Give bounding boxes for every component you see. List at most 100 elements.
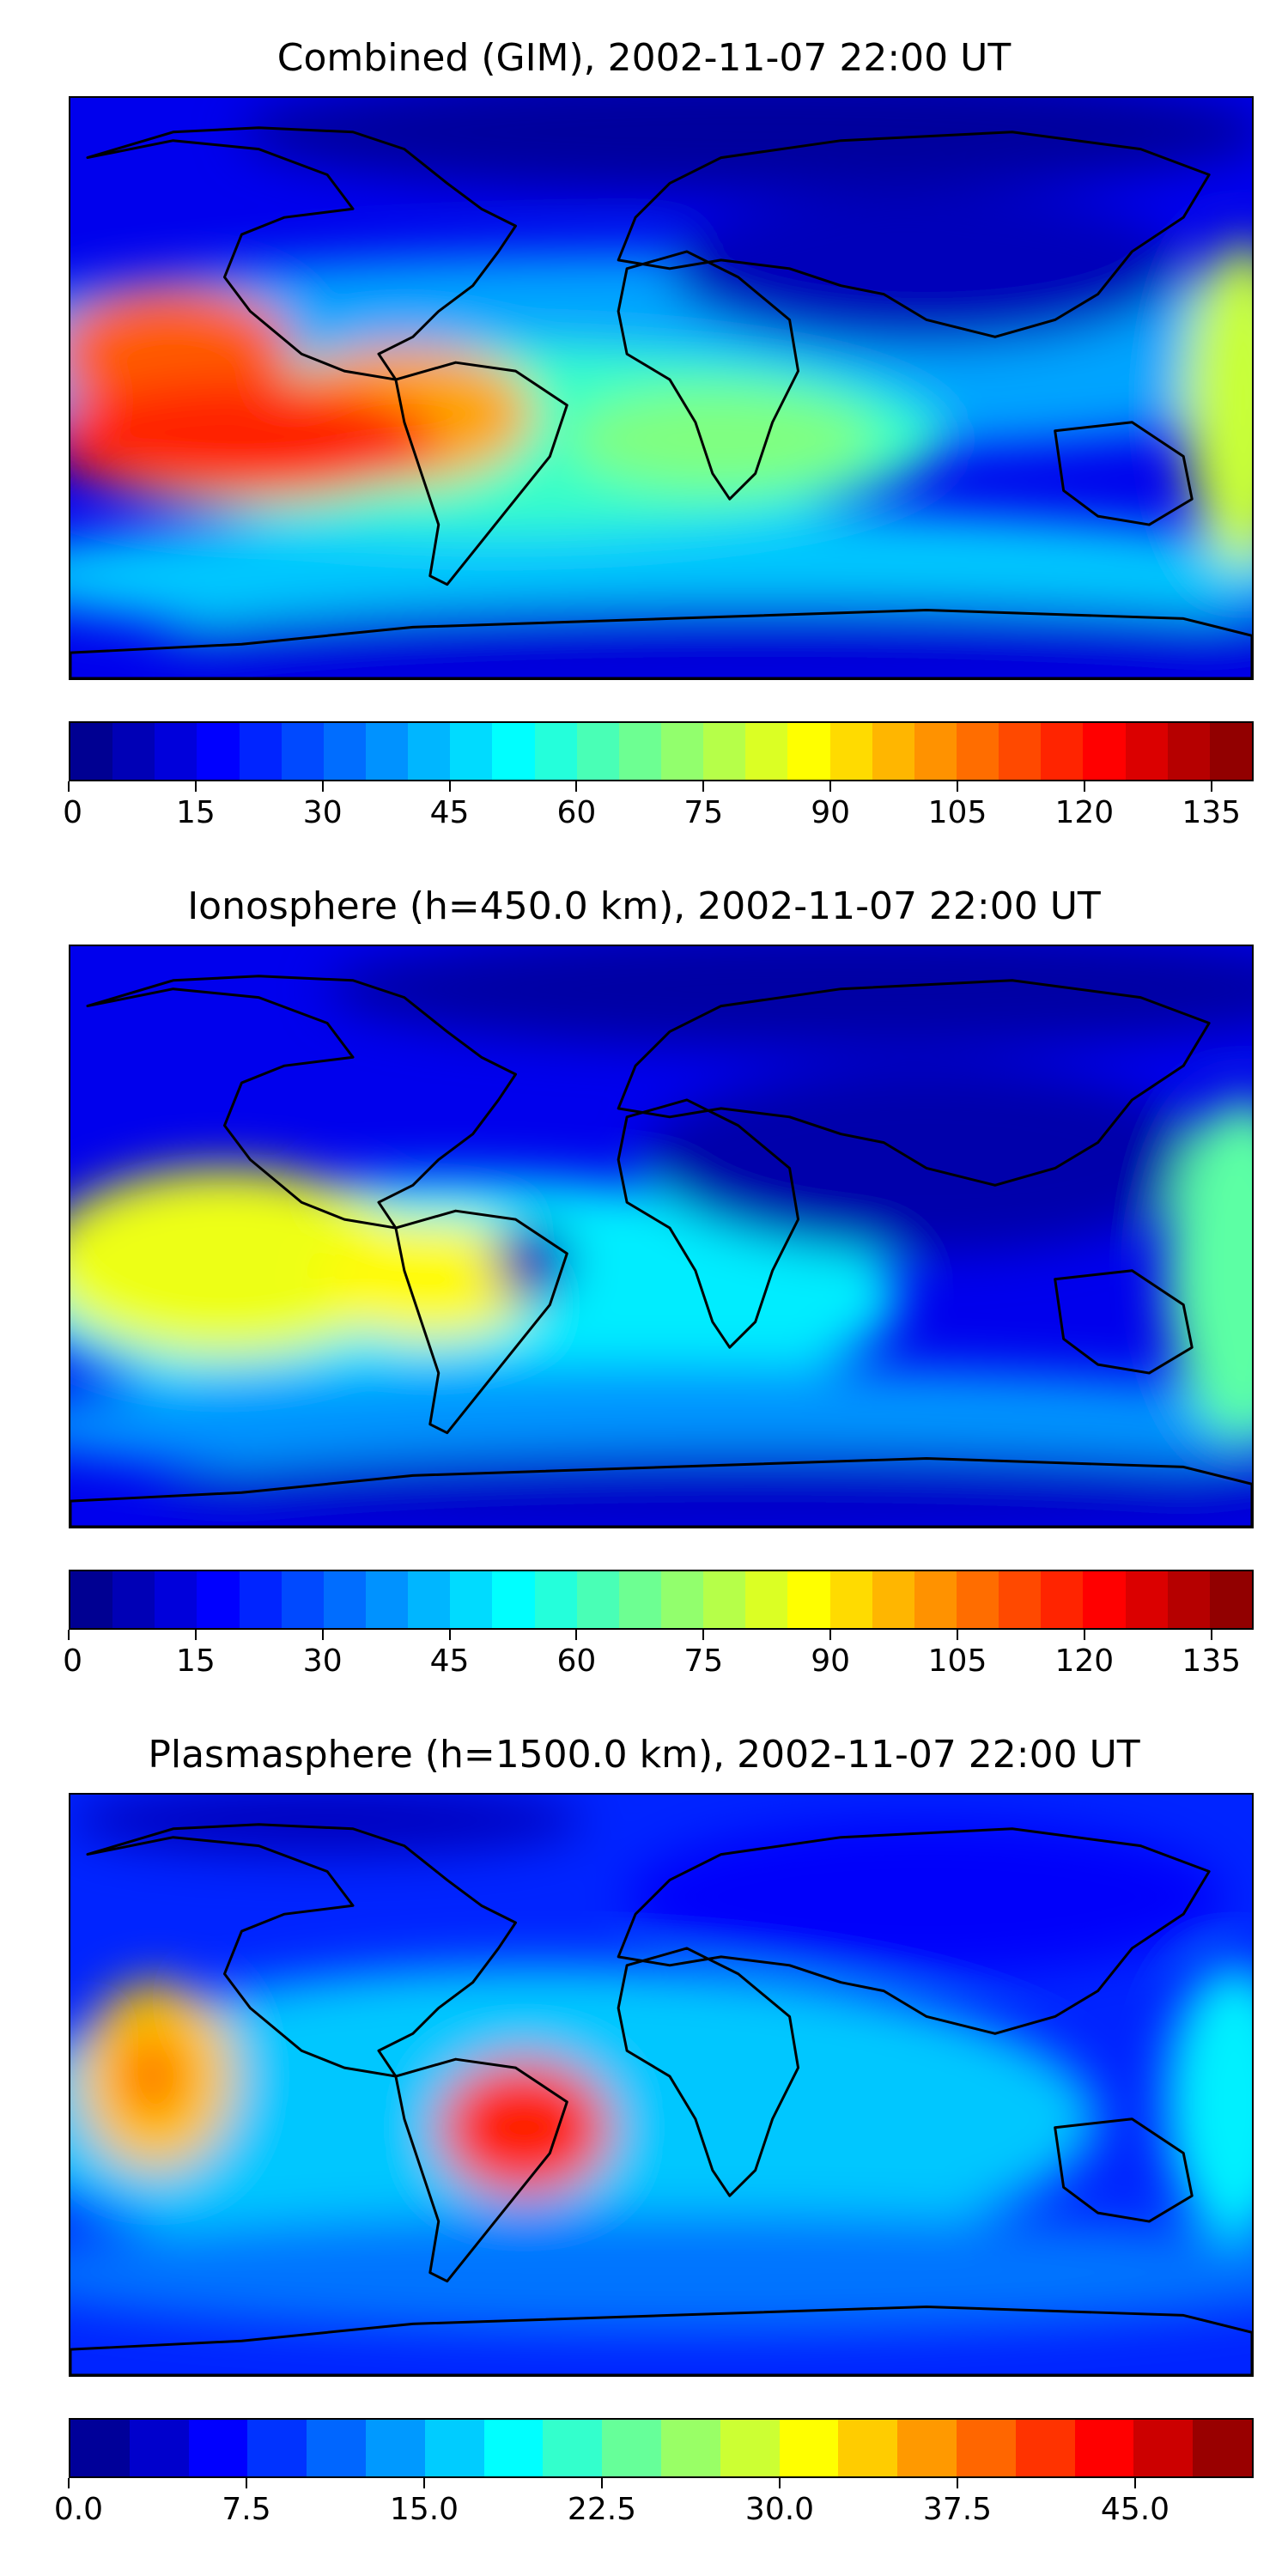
colorbar-tick-mark	[423, 2478, 425, 2488]
colorbar-segment	[1125, 723, 1168, 780]
colorbar-segment	[450, 1571, 493, 1628]
colorbar-segment	[745, 1571, 788, 1628]
colorbar-ticks-combined: 0 15 30 45 60 75 90 105 120 135	[63, 781, 1254, 833]
coastline-2	[617, 1947, 800, 2197]
colorbar-segment	[70, 1571, 113, 1628]
colorbar-segment	[483, 2420, 544, 2476]
colorbar-tick-label: 0	[63, 1643, 83, 1679]
colorbar-tick-mark	[194, 1630, 197, 1640]
colorbar-tick-mark	[779, 2478, 781, 2488]
colorbar-segment	[239, 1571, 282, 1628]
field-southern-low	[155, 601, 1252, 678]
colorbar-segment	[576, 723, 619, 780]
field-africa-plume	[567, 388, 876, 491]
colorbar-tick-label: 30	[302, 795, 343, 830]
colorbar-segment	[281, 1571, 324, 1628]
colorbar-segment	[660, 723, 704, 780]
colorbar-segment	[239, 723, 282, 780]
colorbar-segment	[1125, 1571, 1168, 1628]
colorbar-tick-mark	[702, 781, 705, 792]
field-north-polar-low	[241, 98, 1252, 192]
colorbar-segment	[450, 723, 493, 780]
colorbar-segment	[576, 1571, 619, 1628]
colorbar-tick-mark	[829, 1630, 832, 1640]
colorbar-segment	[779, 2420, 839, 2476]
colorbar-tick-mark	[957, 1630, 958, 1640]
colorbar-tick-label: 15	[175, 795, 216, 830]
colorbar-segment	[897, 2420, 957, 2476]
coastline-1	[394, 361, 568, 586]
colorbar-tick-mark	[448, 781, 451, 792]
colorbar-tick-mark	[601, 2478, 603, 2488]
colorbar-segment	[112, 723, 155, 780]
colorbar-ticks-ionosphere: 0 15 30 45 60 75 90 105 120 135	[63, 1630, 1254, 1681]
colorbar-tick-label: 90	[811, 1643, 851, 1679]
colorbar-tick-mark	[702, 1630, 705, 1640]
colorbar-tick-label: 120	[1054, 795, 1115, 830]
colorbar-tick-label: 105	[927, 795, 987, 830]
field-brazil-peak	[438, 2059, 611, 2196]
colorbar-tick-mark	[1083, 1630, 1085, 1640]
colorbar-tick-mark	[829, 781, 832, 792]
colorbar-segment	[197, 723, 240, 780]
field-southern-low	[155, 1449, 1252, 1527]
coastline-4	[1054, 2117, 1194, 2223]
colorbar-tick-mark	[321, 781, 324, 792]
colorbar-segment	[956, 723, 999, 780]
coastline-2	[617, 1098, 800, 1349]
colorbar-tick-mark	[321, 1630, 324, 1640]
field-west-pacific-edge	[1166, 1100, 1252, 1442]
colorbar-segment	[1074, 2420, 1134, 2476]
colorbar-tick-label: 0.0	[53, 2492, 104, 2527]
colorbar-ionosphere	[69, 1570, 1254, 1630]
coastline-2	[617, 250, 800, 501]
colorbar-combined	[69, 721, 1254, 781]
colorbar-tick-mark	[1210, 781, 1212, 792]
colorbar-segment	[534, 1571, 577, 1628]
coastline-5	[70, 1456, 1252, 1527]
colorbar-segment	[1167, 1571, 1210, 1628]
colorbar-tick-label: 0	[63, 795, 83, 830]
colorbar-tick-label: 30.0	[744, 2492, 815, 2527]
map-field-svg	[70, 98, 1252, 678]
field-southern-midlat-band	[70, 2213, 1252, 2333]
colorbar-segment	[365, 1571, 409, 1628]
field-eurasia-low	[669, 191, 1184, 346]
map-field-svg	[70, 1795, 1252, 2375]
field-pacific-blob-core	[117, 2033, 186, 2119]
colorbar-segment	[365, 723, 409, 780]
coastline-1	[394, 2057, 568, 2283]
coastline-3	[617, 1827, 1211, 2035]
colorbar-segment	[1133, 2420, 1194, 2476]
colorbar-segment	[281, 723, 324, 780]
colorbar-tick-mark	[575, 781, 578, 792]
coastline-4	[1054, 1269, 1194, 1375]
colorbar-tick-label: 75	[683, 1643, 724, 1679]
colorbar-segment	[1015, 2420, 1075, 2476]
coastline-5	[70, 608, 1252, 678]
coastline-3	[617, 979, 1211, 1187]
colorbar-tick-mark	[68, 1630, 70, 1640]
colorbar-segment	[720, 2420, 780, 2476]
colorbar-segment	[872, 723, 914, 780]
field-west-pacific-edge	[1183, 243, 1252, 568]
panel-title-ionosphere: Ionosphere (h=450.0 km), 2002-11-07 22:0…	[187, 884, 1101, 928]
colorbar-tick-mark	[194, 781, 197, 792]
colorbar-segment	[829, 1571, 872, 1628]
colorbar-segment	[1083, 1571, 1126, 1628]
colorbar-segment	[1041, 1571, 1084, 1628]
colorbar-segment	[602, 2420, 661, 2476]
colorbar-tick-mark	[1134, 2478, 1136, 2488]
colorbar-segment	[70, 723, 113, 780]
colorbar-segment	[618, 723, 661, 780]
colorbar-tick-mark	[957, 2478, 958, 2488]
colorbar-tick-label: 60	[556, 1643, 597, 1679]
colorbar-segment	[1083, 723, 1126, 780]
field-eurasia-low	[627, 1820, 1227, 1974]
colorbar-segment	[323, 1571, 366, 1628]
colorbar-tick-label: 45.0	[1100, 2492, 1170, 2527]
colorbar-tick-label: 120	[1054, 1643, 1115, 1679]
coastline-0	[86, 975, 517, 1230]
colorbar-tick-mark	[448, 1630, 451, 1640]
colorbar-segment	[956, 2420, 1016, 2476]
